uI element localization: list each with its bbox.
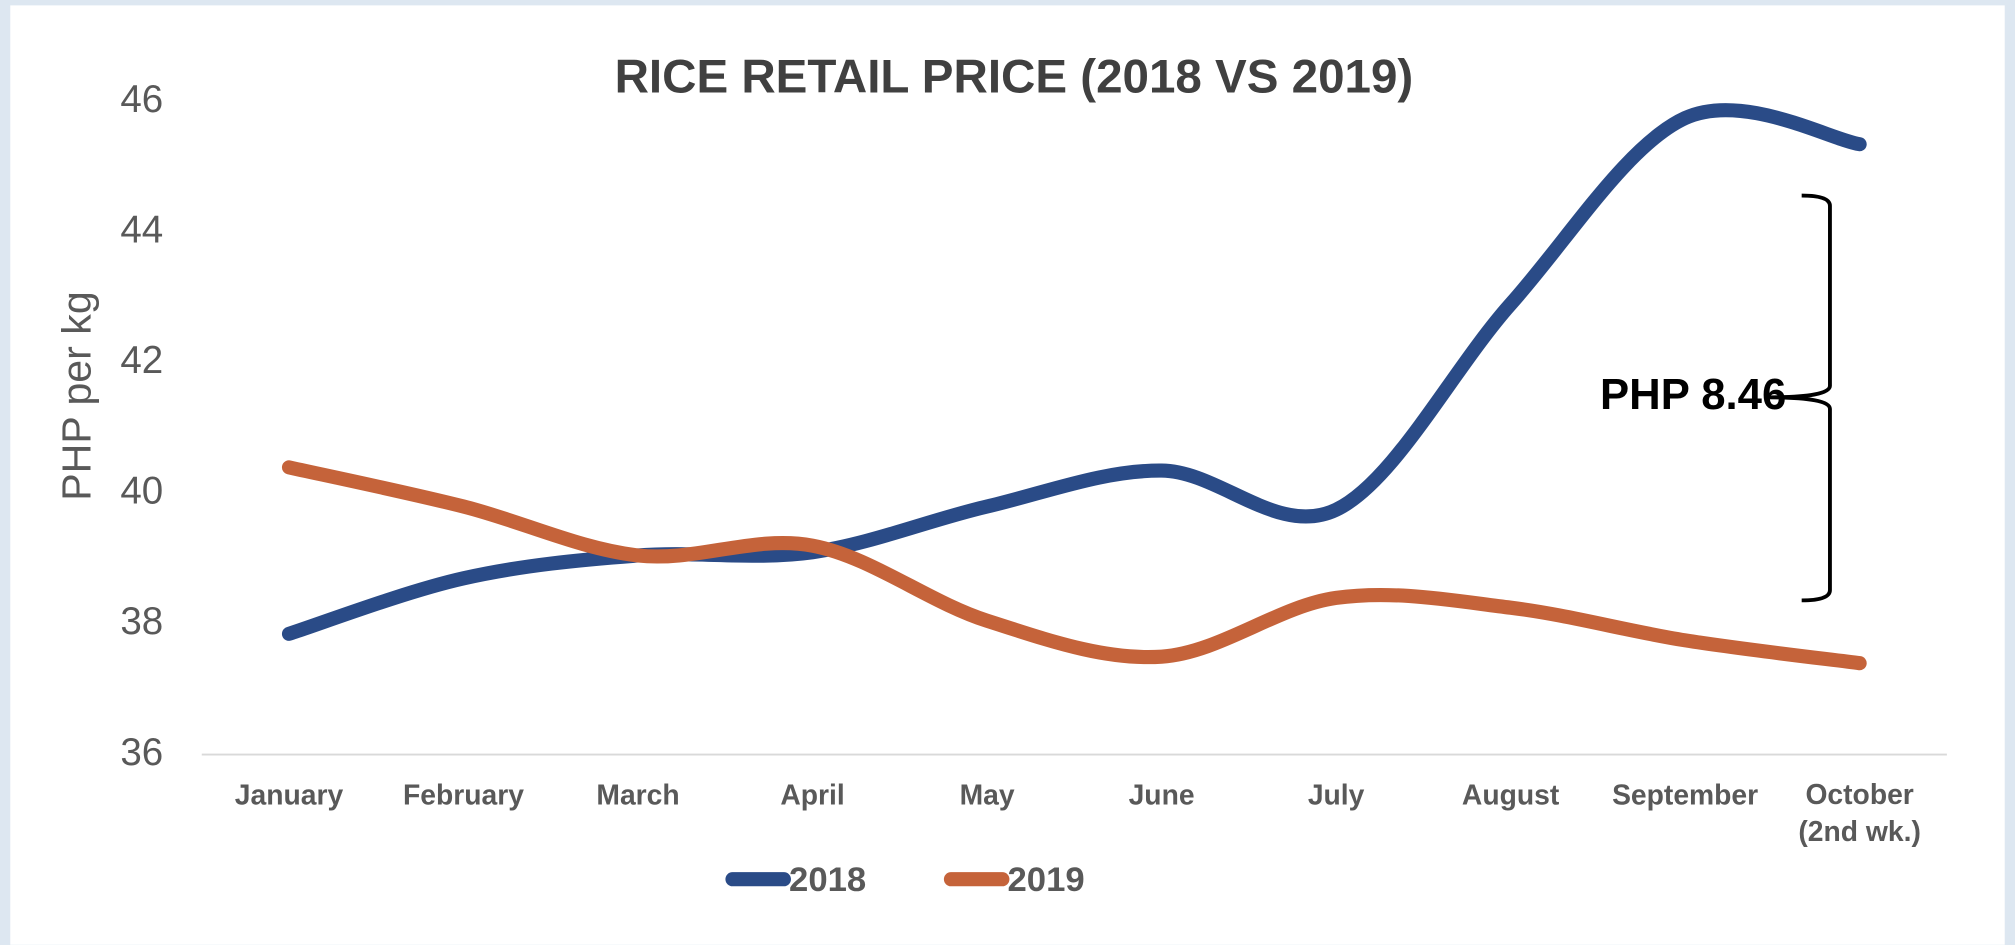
annotation: PHP 8.46 bbox=[1600, 370, 1786, 419]
legend-label: 2019 bbox=[1008, 861, 1085, 899]
y-tick-label: 44 bbox=[120, 209, 163, 252]
y-tick-label: 46 bbox=[120, 78, 163, 121]
legend-label: 2018 bbox=[789, 861, 866, 899]
x-tick-label: February bbox=[403, 778, 524, 810]
x-tick-label: May bbox=[960, 778, 1015, 810]
x-tick-label: July bbox=[1308, 778, 1365, 810]
line-series bbox=[281, 460, 1867, 671]
y-tick-label: 42 bbox=[120, 339, 163, 382]
chart-title: RICE RETAIL PRICE (2018 VS 2019) bbox=[615, 50, 1414, 103]
x-tick-label: January bbox=[235, 778, 344, 810]
annotation-bracket bbox=[1768, 193, 1832, 603]
x-tick-label: September bbox=[1612, 778, 1758, 810]
line-series bbox=[281, 103, 1867, 641]
y-tick-label: 40 bbox=[120, 470, 163, 513]
x-tick-label: April bbox=[780, 778, 844, 810]
x-tick-label: August bbox=[1462, 778, 1560, 810]
y-tick-label: 38 bbox=[120, 600, 163, 643]
x-tick-label: June bbox=[1129, 778, 1195, 810]
x-tick-label: October (2nd wk.) bbox=[1798, 778, 1921, 847]
x-tick-label: March bbox=[596, 778, 679, 810]
y-axis-label: PHP per kg bbox=[54, 291, 100, 500]
y-tick-label: 36 bbox=[120, 731, 163, 774]
